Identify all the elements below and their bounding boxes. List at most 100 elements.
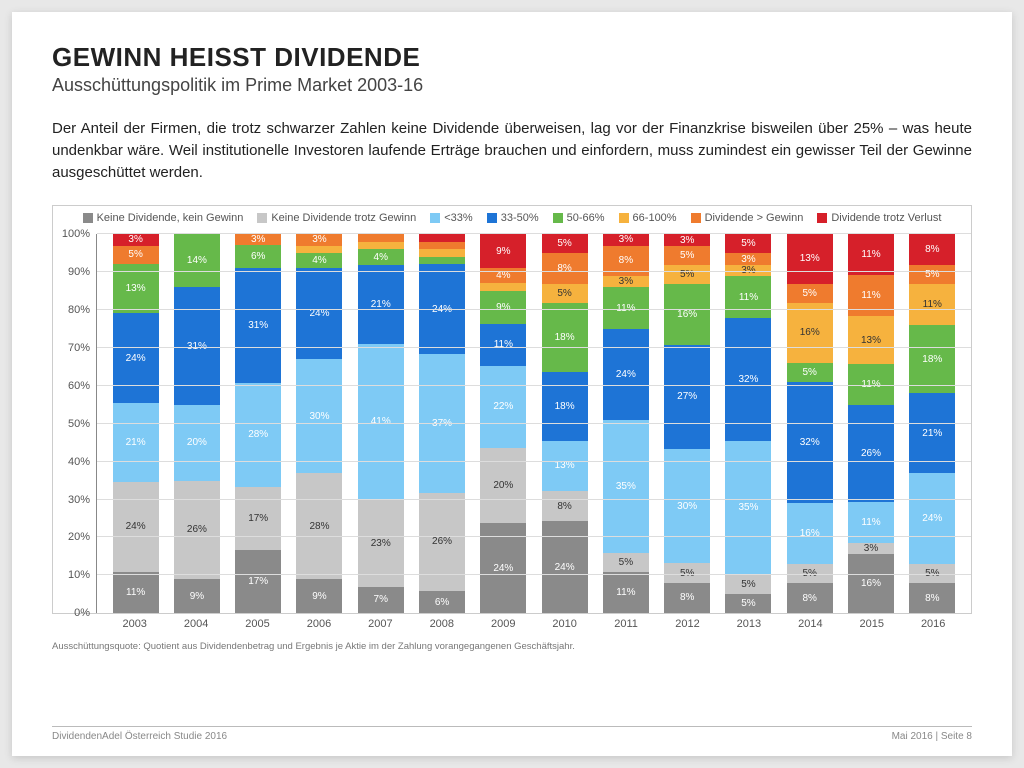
legend-swatch bbox=[817, 213, 827, 223]
legend-label: <33% bbox=[444, 212, 472, 224]
x-label: 2009 bbox=[480, 618, 526, 630]
bar-segment: 3% bbox=[725, 253, 771, 264]
legend-label: Keine Dividende trotz Gewinn bbox=[271, 212, 416, 224]
bar-segment: 5% bbox=[542, 284, 588, 303]
bar-segment: 21% bbox=[358, 265, 404, 345]
bar-segment: 21% bbox=[113, 403, 159, 482]
bar-segment: 3% bbox=[296, 234, 342, 245]
y-tick: 100% bbox=[62, 228, 90, 240]
y-tick: 0% bbox=[74, 607, 90, 619]
bar-column: 8%5%30%27%16%5%5%3% bbox=[664, 234, 710, 613]
bar-segment: 30% bbox=[664, 449, 710, 564]
bar-column: 24%20%22%11%9%4%9% bbox=[480, 234, 526, 613]
bar-segment: 5% bbox=[664, 265, 710, 284]
bar-segment: 22% bbox=[480, 366, 526, 449]
x-label: 2005 bbox=[235, 618, 281, 630]
bar-segment: 11% bbox=[909, 284, 955, 326]
bar-segment: 5% bbox=[113, 246, 159, 265]
bar-segment: 9% bbox=[480, 291, 526, 325]
bar-segment bbox=[419, 234, 465, 242]
bar-segment bbox=[358, 242, 404, 250]
slide-footer: DividendenAdel Österreich Studie 2016 Ma… bbox=[52, 726, 972, 742]
x-axis: 2003200420052006200720082009201020112012… bbox=[96, 614, 972, 630]
y-tick: 50% bbox=[68, 418, 90, 430]
legend-swatch bbox=[619, 213, 629, 223]
slide-subtitle: Ausschüttungspolitik im Prime Market 200… bbox=[52, 75, 972, 96]
bar-column: 24%8%13%18%18%5%8%5% bbox=[542, 234, 588, 613]
legend-item: <33% bbox=[430, 212, 472, 224]
bar-segment: 9% bbox=[174, 579, 220, 613]
bar-segment: 20% bbox=[174, 405, 220, 481]
bar-segment: 8% bbox=[909, 583, 955, 613]
legend-label: 50-66% bbox=[567, 212, 605, 224]
legend-item: Keine Dividende, kein Gewinn bbox=[83, 212, 244, 224]
y-tick: 20% bbox=[68, 531, 90, 543]
bar-segment: 24% bbox=[296, 268, 342, 359]
bar-segment: 8% bbox=[909, 234, 955, 264]
bar-column: 17%17%28%31%6%3% bbox=[235, 234, 281, 613]
bar-segment: 27% bbox=[664, 345, 710, 448]
legend-item: Keine Dividende trotz Gewinn bbox=[257, 212, 416, 224]
bar-segment: 28% bbox=[296, 473, 342, 579]
bar-segment: 8% bbox=[542, 491, 588, 522]
bar-column: 7%23%41%21%4% bbox=[358, 234, 404, 613]
chart-plot: 0%10%20%30%40%50%60%70%80%90%100% 11%24%… bbox=[52, 234, 972, 614]
body-paragraph: Der Anteil der Firmen, die trotz schwarz… bbox=[52, 118, 972, 183]
legend-label: 33-50% bbox=[501, 212, 539, 224]
bar-segment: 16% bbox=[664, 284, 710, 345]
bar-segment: 11% bbox=[480, 324, 526, 365]
legend-swatch bbox=[487, 213, 497, 223]
legend-item: Dividende trotz Verlust bbox=[817, 212, 941, 224]
bar-segment: 3% bbox=[603, 276, 649, 287]
bar-segment: 5% bbox=[664, 563, 710, 582]
bar-column: 16%3%11%26%11%13%11%11% bbox=[848, 234, 894, 613]
gridline bbox=[97, 347, 971, 348]
x-label: 2011 bbox=[603, 618, 649, 630]
bar-segment: 16% bbox=[787, 303, 833, 364]
footer-right: Mai 2016 | Seite 8 bbox=[892, 731, 972, 742]
x-label: 2006 bbox=[296, 618, 342, 630]
legend-swatch bbox=[553, 213, 563, 223]
bar-segment: 37% bbox=[419, 354, 465, 493]
gridline bbox=[97, 536, 971, 537]
x-label: 2014 bbox=[787, 618, 833, 630]
bar-segment: 13% bbox=[542, 441, 588, 491]
x-label: 2010 bbox=[542, 618, 588, 630]
bar-segment: 5% bbox=[909, 265, 955, 284]
bar-segment: 11% bbox=[848, 234, 894, 275]
bar-segment: 30% bbox=[296, 359, 342, 473]
bar-segment: 5% bbox=[725, 575, 771, 594]
y-tick: 40% bbox=[68, 456, 90, 468]
bar-segment: 3% bbox=[603, 234, 649, 245]
bar-segment: 3% bbox=[664, 234, 710, 245]
bar-column: 8%5%24%21%18%11%5%8% bbox=[909, 234, 955, 613]
legend-label: Keine Dividende, kein Gewinn bbox=[97, 212, 244, 224]
bar-segment: 8% bbox=[664, 583, 710, 614]
gridline bbox=[97, 233, 971, 234]
y-tick: 30% bbox=[68, 494, 90, 506]
bar-segment: 5% bbox=[787, 363, 833, 382]
bar-segment: 7% bbox=[358, 587, 404, 614]
bars-container: 11%24%21%24%13%5%3%9%26%20%31%14%17%17%2… bbox=[97, 234, 971, 613]
bar-segment: 4% bbox=[296, 253, 342, 268]
slide: GEWINN HEISST DIVIDENDE Ausschüttungspol… bbox=[12, 12, 1012, 756]
legend-item: Dividende > Gewinn bbox=[691, 212, 804, 224]
x-label: 2007 bbox=[357, 618, 403, 630]
bar-segment: 9% bbox=[296, 579, 342, 613]
bar-segment: 11% bbox=[725, 276, 771, 318]
bar-column: 6%26%37%24% bbox=[419, 234, 465, 613]
slide-title: GEWINN HEISST DIVIDENDE bbox=[52, 42, 972, 73]
chart: Keine Dividende, kein Gewinn Keine Divide… bbox=[52, 205, 972, 635]
bar-segment: 5% bbox=[725, 594, 771, 613]
bar-segment: 31% bbox=[235, 268, 281, 383]
y-tick: 70% bbox=[68, 342, 90, 354]
bar-segment: 16% bbox=[848, 554, 894, 613]
bar-segment: 14% bbox=[174, 234, 220, 287]
bar-segment: 13% bbox=[848, 316, 894, 364]
bar-segment: 24% bbox=[113, 313, 159, 403]
bar-segment: 28% bbox=[235, 383, 281, 487]
bar-segment: 5% bbox=[787, 284, 833, 303]
bar-segment: 3% bbox=[113, 234, 159, 245]
bar-segment: 6% bbox=[419, 591, 465, 614]
bar-segment: 13% bbox=[787, 234, 833, 283]
